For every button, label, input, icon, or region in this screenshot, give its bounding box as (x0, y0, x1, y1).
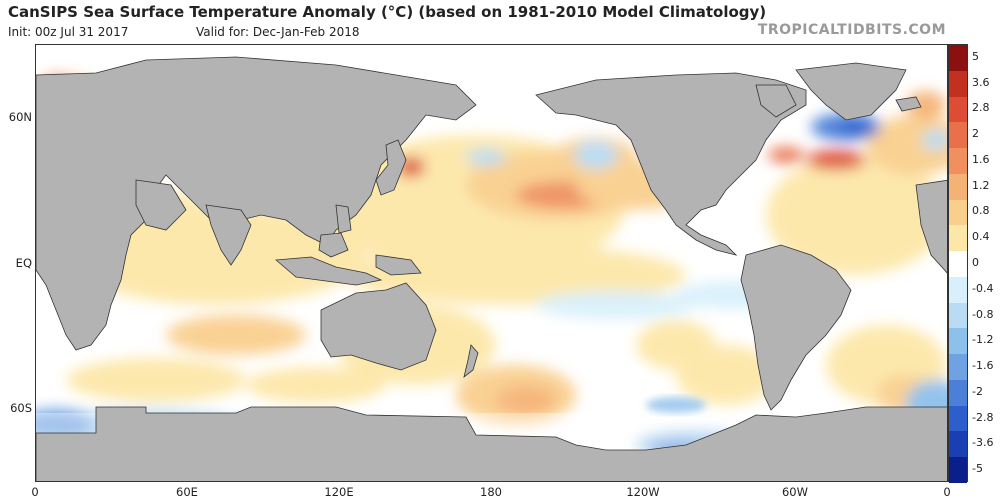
australia (320, 282, 437, 371)
colorbar-label: 5 (972, 49, 979, 63)
colorbar-label: -1.2 (972, 333, 994, 347)
antarctica (36, 406, 947, 481)
new-zealand (463, 344, 479, 379)
colorbar-label: 1.2 (972, 178, 990, 192)
lon-label-60w: 60W (781, 485, 809, 499)
colorbar-segment (949, 354, 967, 381)
colorbar-label: -0.4 (972, 281, 994, 295)
init-time: Init: 00z Jul 31 2017 (8, 25, 129, 39)
colorbar-segment (949, 276, 967, 303)
colorbar-segment (949, 328, 967, 355)
colorbar-segment (949, 148, 967, 175)
sst-anomaly-map (35, 44, 948, 482)
lat-label-60n: 60N (8, 110, 32, 124)
colorbar-segment (949, 457, 967, 484)
colorbar-segment (949, 225, 967, 252)
colorbar-label: 0.4 (972, 230, 990, 244)
colorbar-segment (949, 405, 967, 432)
colorbar-segment (949, 70, 967, 97)
lon-label-120w: 120W (626, 485, 660, 499)
arabia (135, 179, 187, 231)
lat-label-60s: 60S (10, 401, 32, 415)
borneo (318, 232, 349, 258)
colorbar-label: 1.6 (972, 152, 990, 166)
colorbar-segment (949, 122, 967, 149)
land (36, 56, 947, 481)
india (205, 204, 252, 266)
brand-watermark: TROPICALTIDBITS.COM (757, 22, 946, 38)
colorbar-label: -0.8 (972, 307, 994, 321)
new-guinea (375, 254, 422, 276)
map-title: CanSIPS Sea Surface Temperature Anomaly … (8, 3, 767, 21)
colorbar-label: -2.8 (972, 410, 994, 424)
greenland (795, 62, 907, 121)
iceland (895, 96, 922, 112)
colorbar-label: -5 (972, 462, 983, 476)
colorbar-segment (949, 251, 967, 278)
indonesia (275, 256, 383, 286)
lon-label-0-left: 0 (31, 485, 39, 499)
map-canvas (36, 45, 947, 481)
colorbar-segment (949, 45, 967, 71)
lon-label-60e: 60E (176, 485, 198, 499)
south-america (740, 244, 852, 411)
colorbar-label: 2 (972, 127, 979, 141)
colorbar-segment (949, 379, 967, 406)
colorbar-label: -1.6 (972, 359, 994, 373)
lon-label-0-right: 0 (943, 485, 951, 499)
philippines (335, 204, 352, 234)
colorbar-segment (949, 96, 967, 123)
southern-ocean-patch (646, 397, 706, 413)
colorbar (948, 44, 968, 484)
africa-west-right (915, 179, 947, 274)
colorbar-segment (949, 431, 967, 458)
colorbar-label: 2.8 (972, 101, 990, 115)
valid-period: Valid for: Dec-Jan-Feb 2018 (196, 25, 360, 39)
lat-label-eq: EQ (15, 256, 32, 270)
lon-label-120e: 120E (324, 485, 354, 499)
colorbar-segment (949, 199, 967, 226)
colorbar-label: 0 (972, 256, 979, 269)
baffin-island (755, 84, 797, 118)
lon-label-180: 180 (480, 485, 502, 499)
colorbar-segment (949, 302, 967, 329)
colorbar-label: 0.8 (972, 204, 990, 218)
colorbar-label: -3.6 (972, 436, 994, 450)
japan (375, 139, 407, 196)
colorbar-label: 3.6 (972, 75, 990, 89)
north-america (535, 72, 807, 256)
colorbar-segment (949, 173, 967, 200)
colorbar-label: -2 (972, 384, 983, 398)
